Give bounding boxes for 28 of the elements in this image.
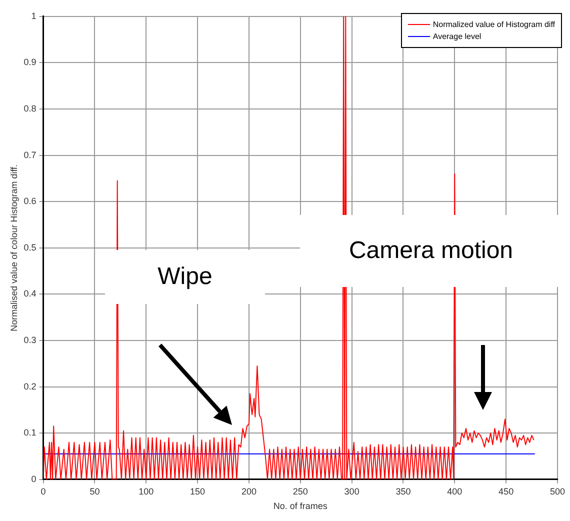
x-tick-label: 100 [138, 486, 154, 496]
x-tick-label: 450 [498, 486, 514, 496]
x-tick-label: 500 [550, 486, 566, 496]
x-tick-label: 200 [241, 486, 256, 496]
y-tick-label: 0.4 [24, 288, 36, 299]
y-tick-label: 0.2 [24, 381, 36, 392]
y-tick-label: 0 [31, 474, 36, 484]
y-tick-label: 0.1 [24, 428, 36, 438]
y-axis-title: Normalised value of colour Histogram diff. [8, 164, 19, 332]
x-tick-label: 150 [190, 486, 206, 496]
x-tick-label: 400 [447, 486, 462, 496]
x-axis-title: No. of frames [273, 501, 328, 512]
y-tick-label: 0.8 [24, 103, 36, 114]
legend-label: Normalized value of Histogram diff [432, 20, 555, 29]
x-tick-label: 0 [40, 486, 46, 496]
y-tick-label: 0.3 [24, 334, 36, 345]
x-tick-label: 50 [90, 486, 100, 496]
legend-label: Average level [432, 32, 482, 41]
x-tick-label: 250 [292, 486, 308, 496]
annotation: Wipe [105, 250, 265, 304]
x-tick-label: 350 [396, 486, 411, 496]
y-tick-label: 0.9 [24, 57, 36, 68]
y-tick-label: 0.5 [24, 242, 36, 252]
y-tick-label: 0.6 [24, 196, 36, 206]
x-tick-label: 300 [344, 486, 360, 496]
annotation: Camera motion [300, 215, 562, 287]
y-tick-label: 1 [31, 10, 36, 21]
y-tick-label: 0.7 [24, 150, 36, 160]
